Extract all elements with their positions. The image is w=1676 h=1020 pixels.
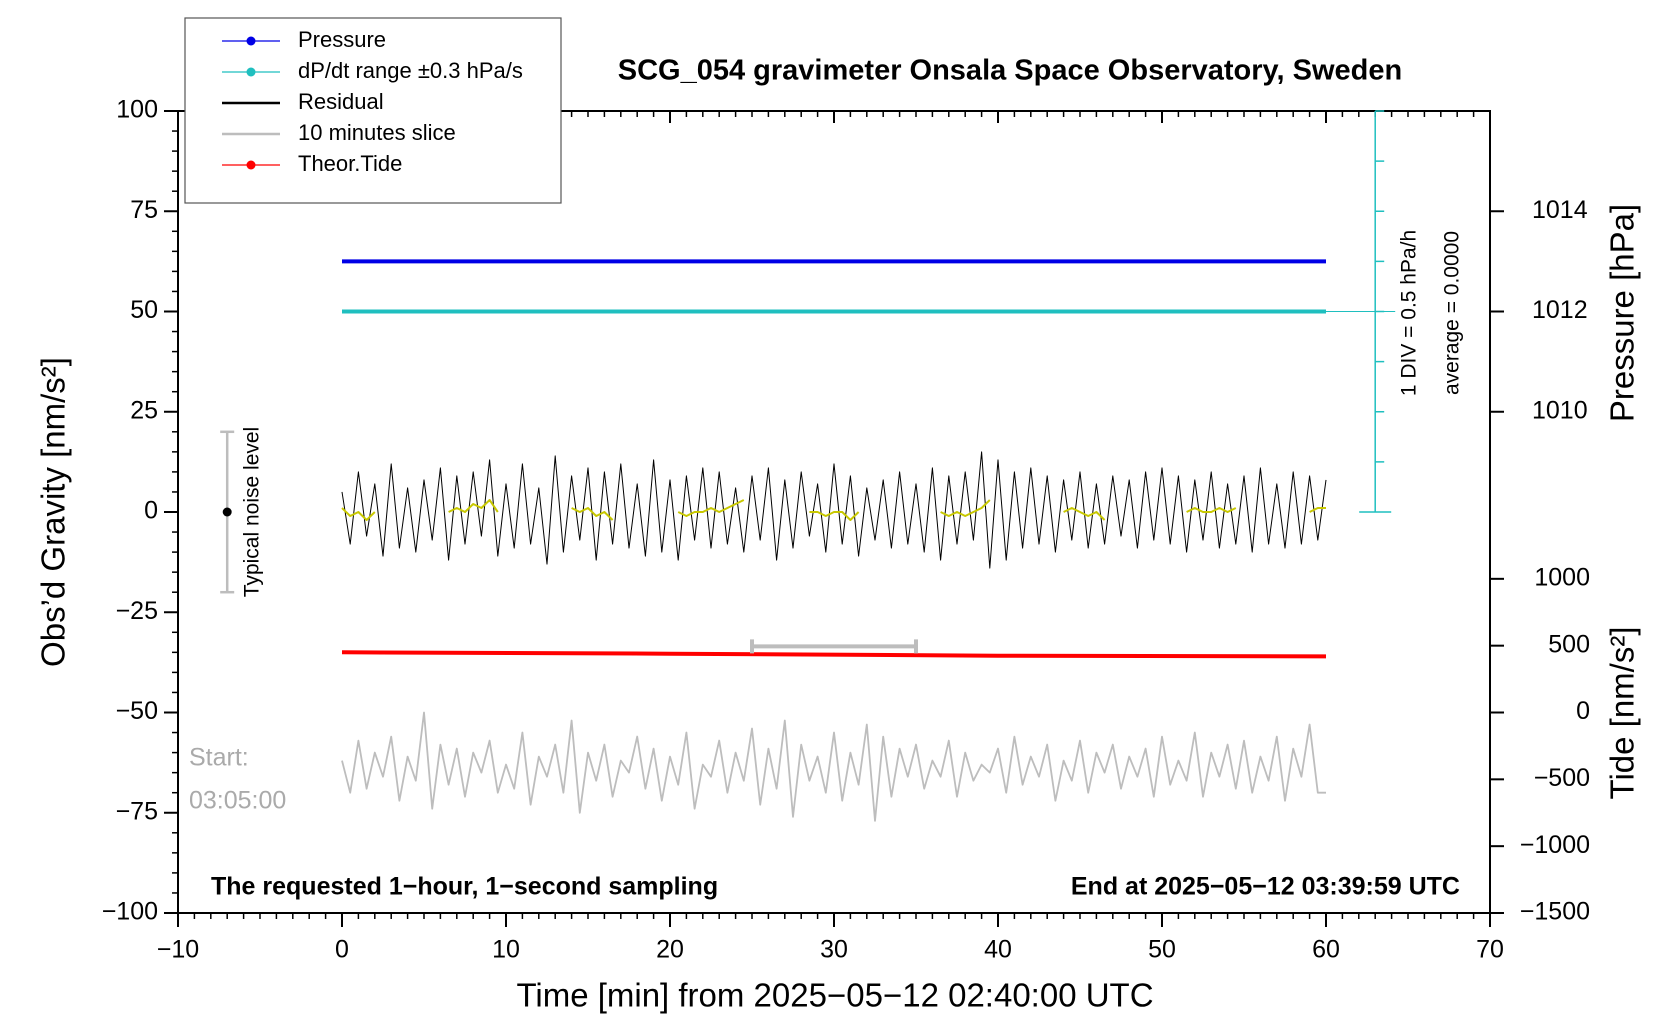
x-tick-label: 0 <box>335 936 349 964</box>
y-tick-label: 25 <box>130 396 158 424</box>
footer-right: End at 2025−05−12 03:39:59 UTC <box>1071 873 1460 901</box>
y-tick-label: −100 <box>102 898 158 926</box>
x-tick-label: 20 <box>656 936 684 964</box>
x-tick-label: −10 <box>157 936 199 964</box>
y3-tick-label: 500 <box>1548 630 1590 658</box>
legend-box <box>184 17 562 204</box>
x-tick-label: 60 <box>1312 936 1340 964</box>
x-tick-label: 10 <box>492 936 520 964</box>
y3-tick-label: 0 <box>1576 697 1590 725</box>
y-axis-label: Obs’d Gravity [nm/s²] <box>35 357 72 667</box>
legend-marker <box>246 160 256 170</box>
y3-tick-label: −1000 <box>1520 831 1590 859</box>
y-tick-label: 75 <box>130 196 158 224</box>
series-line <box>341 499 1326 521</box>
series-line <box>341 711 1326 822</box>
y2-tick-label: 1010 <box>1532 396 1588 424</box>
legend-label: 10 minutes slice <box>298 120 456 145</box>
y3-tick-label: −500 <box>1534 764 1590 792</box>
x-axis-label: Time [min] from 2025−05−12 02:40:00 UTC <box>516 977 1153 1014</box>
y-tick-label: 50 <box>130 296 158 324</box>
legend: Pressure dP/dt range ±0.3 hPa/s Residual 10… <box>184 17 562 204</box>
slice-bracket <box>750 639 918 654</box>
start-label: Start: <box>189 744 249 772</box>
y3-tick-label: 1000 <box>1534 563 1590 591</box>
chart-title: SCG_054 gravimeter Onsala Space Observat… <box>618 55 1402 87</box>
series-line <box>341 451 1327 569</box>
x-tick-label: 70 <box>1476 936 1504 964</box>
legend-label: dP/dt range ±0.3 hPa/s <box>298 58 523 83</box>
noise-center <box>222 507 232 517</box>
y-tick-label: −25 <box>116 597 158 625</box>
legend-marker <box>246 36 256 46</box>
dp-note: 1 DIV = 0.5 hPa/h <box>1398 230 1421 396</box>
noise-label: Typical noise level <box>241 427 264 597</box>
legend-label: Pressure <box>298 27 386 52</box>
y3-tick-label: −1500 <box>1520 898 1590 926</box>
start-label: 03:05:00 <box>189 787 286 815</box>
footer-left: The requested 1−hour, 1−second sampling <box>211 873 718 901</box>
series-line <box>341 650 1327 659</box>
dp-note: average = 0.0000 <box>1441 231 1464 395</box>
y3-axis-label: Tide [nm/s²] <box>1604 627 1641 800</box>
legend-label: Residual <box>298 89 384 114</box>
y-tick-label: −50 <box>116 697 158 725</box>
y2-tick-label: 1012 <box>1532 296 1588 324</box>
y2-tick-label: 1014 <box>1532 196 1588 224</box>
y2-axis-label: Pressure [hPa] <box>1604 204 1641 422</box>
y-tick-label: −75 <box>116 797 158 825</box>
x-tick-label: 40 <box>984 936 1012 964</box>
x-tick-label: 30 <box>820 936 848 964</box>
y-tick-label: 100 <box>116 96 158 124</box>
legend-marker <box>246 67 256 77</box>
x-tick-label: 50 <box>1148 936 1176 964</box>
legend-label: Theor.Tide <box>298 151 402 176</box>
y-tick-label: 0 <box>144 497 158 525</box>
